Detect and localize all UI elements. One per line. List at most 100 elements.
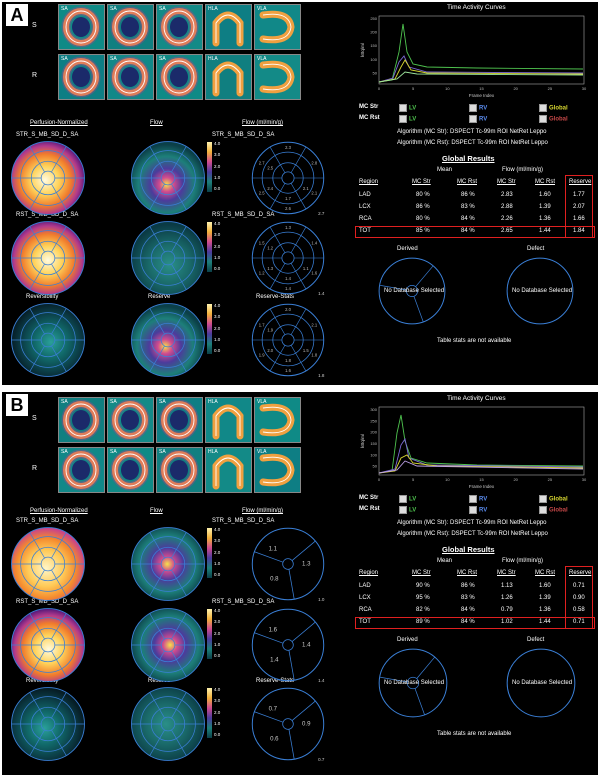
results-cell: 84 % (461, 619, 475, 625)
no-database-label: No Database Selected (384, 680, 445, 686)
tac-chart: 300 250 200 150 100 50 0 5 10 15 20 25 30 Frame Index… (360, 406, 587, 489)
legend-item-rv[interactable]: RV (469, 104, 487, 112)
corner-value: 2.7 (318, 211, 325, 216)
tac-ytick: 200 (370, 30, 377, 35)
reserve-stats-map: 1.81.61.91.72.02.11.51.82.01.91.8 (251, 303, 325, 378)
stat-value: 1.4 (285, 286, 291, 291)
slice-shape (212, 454, 244, 490)
results-col-header: Region (359, 179, 379, 185)
tac-title: Time Activity Curves (447, 4, 506, 11)
legend-item-global[interactable]: Global (539, 495, 568, 503)
legend-item-lv[interactable]: LV (399, 506, 416, 514)
map-title: Reserve-Stats (256, 294, 295, 300)
legend-checkbox[interactable] (399, 506, 407, 514)
panel-a: A S SA SA SA HLA VLA R SA SA SA HLA VLA Perfusion-No… (2, 2, 598, 385)
legend-item-label: Global (549, 507, 568, 514)
stat-value: 2.1 (311, 322, 317, 327)
results-cell: 1.36 (539, 607, 551, 613)
legend-item-lv[interactable]: LV (399, 115, 416, 123)
legend-item-label: RV (479, 105, 488, 112)
stat-value: 1.9 (259, 353, 265, 358)
results-cell: 86 % (416, 204, 430, 210)
legend-item-global[interactable]: Global (539, 506, 568, 514)
tac-xtick: 30 (582, 477, 587, 482)
legend-item-lv[interactable]: LV (399, 495, 416, 503)
slice-shape (259, 453, 295, 487)
results-cell: 80 % (416, 216, 430, 222)
stat-value: 1.1 (269, 545, 278, 552)
tile-label: HLA (208, 6, 218, 12)
tac-ytick: 250 (370, 418, 377, 423)
legend-checkbox[interactable] (539, 495, 547, 503)
map-title: STR_S_MB_SD_D_SA (212, 518, 275, 524)
legend-checkbox[interactable] (539, 104, 547, 112)
legend-checkbox[interactable] (539, 115, 547, 123)
perfusion-polar-map-stress (11, 527, 85, 601)
global-results-title: Global Results (442, 154, 495, 163)
tac-xtick: 25 (548, 477, 553, 482)
results-col-header: Reserve (569, 179, 592, 185)
stat-value: 1.2 (259, 271, 265, 276)
corner-value: 1.4 (318, 678, 325, 683)
legend-checkbox[interactable] (539, 506, 547, 514)
colorbar-tick: 3.0 (214, 619, 221, 625)
legend-item-label: Global (549, 105, 568, 112)
results-col-header: MC Str (412, 570, 431, 576)
legend-item-rv[interactable]: RV (469, 115, 487, 123)
tile-label: VLA (257, 449, 267, 455)
tile-label: HLA (208, 56, 218, 62)
colorbar-tick: 3.0 (214, 698, 221, 704)
stat-value: 2.0 (285, 307, 291, 312)
stat-value: 1.8 (311, 353, 317, 358)
legend-checkbox[interactable] (399, 115, 407, 123)
group-header-flow: Flow (ml/min/g) (502, 558, 544, 564)
legend-checkbox[interactable] (399, 495, 407, 503)
tac-xtick: 20 (513, 477, 518, 482)
slice-shape (61, 6, 101, 48)
colorbar-tick: 0.0 (214, 348, 221, 353)
tac-ytick: 150 (370, 43, 377, 48)
legend-item-rv[interactable]: RV (469, 495, 487, 503)
legend-item-lv[interactable]: LV (399, 104, 416, 112)
slice-shape (110, 449, 150, 491)
legend-row-label: MC Str (359, 104, 379, 110)
legend-item-global[interactable]: Global (539, 115, 568, 123)
flow-polar-map-stress (131, 527, 205, 601)
stat-value: 1.6 (311, 271, 317, 276)
no-database-label: No Database Selected (384, 288, 445, 294)
column-title: Perfusion-Normalized (30, 120, 88, 126)
colorbar-tick: 1.0 (214, 641, 221, 647)
tile-label: VLA (257, 6, 267, 12)
map-title: RST_S_MB_SD_D_SA (212, 212, 275, 218)
stat-value: 1.9 (267, 327, 273, 332)
legend-checkbox[interactable] (469, 506, 477, 514)
corner-value: 0.7 (318, 757, 325, 762)
legend-checkbox[interactable] (469, 104, 477, 112)
legend-checkbox[interactable] (469, 115, 477, 123)
results-cell: 2.88 (501, 204, 513, 210)
map-title: Reserve-Stats (256, 678, 295, 684)
slice-tile: SA (58, 4, 105, 50)
legend-checkbox[interactable] (469, 495, 477, 503)
tac-xtick: 0 (378, 477, 381, 482)
slice-shape (259, 403, 295, 437)
algorithm-line: Algorithm (MC Str): DSPECT Tc-99m ROI Ne… (397, 129, 547, 135)
legend-item-label: LV (409, 496, 417, 503)
column-title: Flow (ml/min/g) (242, 508, 284, 514)
reversibility-polar-map (11, 687, 85, 761)
results-cell: 0.90 (573, 595, 585, 601)
stat-value: 2.6 (285, 206, 291, 211)
tile-label: SA (110, 449, 117, 455)
no-database-label: No Database Selected (512, 680, 573, 686)
legend-item-global[interactable]: Global (539, 104, 568, 112)
stat-value: 2.1 (311, 191, 317, 196)
colorbar-tick: 3.0 (214, 152, 221, 158)
results-col-header: Region (359, 570, 379, 576)
flow-colorbar (207, 142, 212, 192)
map-title: Reserve (148, 678, 171, 684)
colorbar-tick: 0.0 (214, 732, 221, 737)
map-title: RST_S_MB_SD_D_SA (212, 599, 275, 605)
legend-item-rv[interactable]: RV (469, 506, 487, 514)
stat-value: 2.1 (303, 186, 309, 191)
legend-checkbox[interactable] (399, 104, 407, 112)
